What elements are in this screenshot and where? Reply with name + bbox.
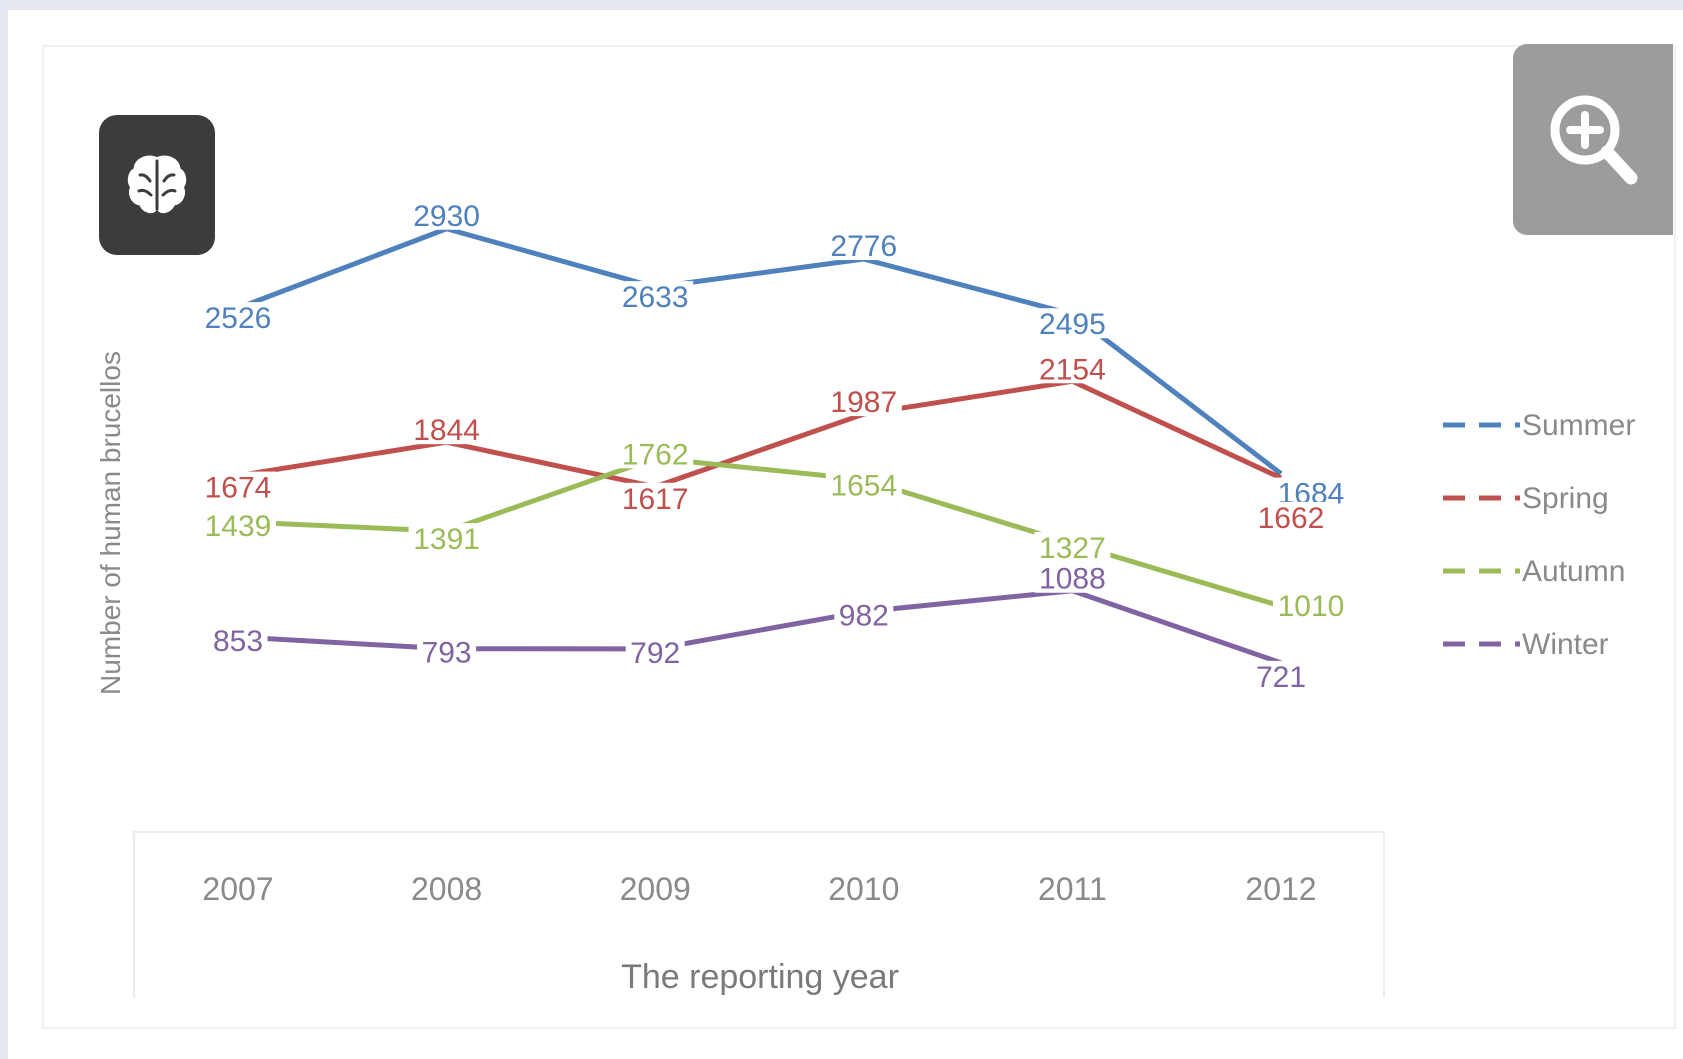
- data-label-bg: [834, 599, 894, 630]
- legend-label-winter: Winter: [1522, 628, 1609, 661]
- data-label-bg: [408, 523, 485, 554]
- legend-label-autumn: Autumn: [1522, 555, 1625, 588]
- data-label-bg: [1034, 562, 1111, 593]
- data-label-bg: [1251, 660, 1311, 691]
- x-tick-2007: 2007: [202, 871, 273, 907]
- legend-label-spring: Spring: [1522, 482, 1609, 515]
- data-label-bg: [617, 438, 694, 469]
- data-label-bg: [825, 386, 902, 417]
- data-label-winter-2011: 1088: [1039, 563, 1106, 596]
- zoom-button[interactable]: [1513, 44, 1673, 235]
- brain-button[interactable]: [99, 115, 215, 255]
- x-axis-label: The reporting year: [621, 958, 899, 996]
- data-label-autumn-2011: 1327: [1039, 532, 1106, 565]
- data-label-spring-2012: 1662: [1258, 502, 1325, 535]
- series-lines: [237, 226, 1283, 666]
- data-label-summer-2008: 2930: [413, 200, 480, 233]
- data-label-bg: [1034, 531, 1111, 562]
- data-label-bg: [625, 636, 685, 667]
- zoom-in-icon: [1550, 95, 1638, 184]
- legend-label-summer: Summer: [1522, 409, 1635, 442]
- x-axis-box-outline: [133, 831, 1385, 998]
- data-label-spring-2008: 1844: [413, 414, 480, 447]
- series-line-autumn: [237, 455, 1282, 609]
- x-tick-labels: 2007 2008 2009 2010 2011 2012: [202, 871, 1316, 907]
- data-label-autumn-2010: 1654: [830, 470, 897, 503]
- data-label-winter-2012: 721: [1256, 661, 1306, 694]
- data-label-bg: [1253, 501, 1329, 532]
- x-axis-panel: [133, 831, 1385, 998]
- data-label-bg: [200, 509, 276, 540]
- series-line-summer: [237, 226, 1283, 476]
- data-label-bg: [617, 281, 694, 312]
- data-label-winter-2009: 792: [630, 637, 680, 670]
- data-labels: 2526293026332776249516841674184416171987…: [200, 199, 1349, 694]
- series-line-spring: [237, 378, 1283, 490]
- data-label-bg: [200, 471, 276, 502]
- figure-card: [42, 45, 1676, 1029]
- x-tick-2011: 2011: [1038, 871, 1107, 907]
- data-label-spring-2009: 1617: [622, 483, 689, 516]
- data-label-bg: [1034, 308, 1111, 339]
- x-tick-2012: 2012: [1245, 871, 1316, 907]
- data-label-autumn-2008: 1391: [413, 523, 480, 556]
- data-label-bg: [417, 636, 477, 667]
- data-label-summer-2007: 2526: [205, 302, 272, 335]
- data-label-bg: [1034, 353, 1111, 384]
- data-label-bg: [200, 302, 276, 333]
- data-label-summer-2010: 2776: [830, 230, 897, 263]
- data-label-autumn-2012: 1010: [1278, 590, 1345, 623]
- data-label-summer-2009: 2633: [622, 281, 689, 314]
- data-label-spring-2011: 2154: [1039, 353, 1106, 386]
- data-label-winter-2010: 982: [839, 600, 889, 633]
- brain-icon: [127, 155, 187, 214]
- y-axis-label: Number of human brucellos: [95, 351, 126, 695]
- data-label-autumn-2009: 1762: [622, 438, 689, 471]
- data-label-bg: [408, 414, 485, 445]
- data-label-winter-2007: 853: [213, 625, 263, 658]
- data-label-bg: [1273, 590, 1349, 621]
- data-label-spring-2010: 1987: [830, 386, 897, 419]
- x-tick-2008: 2008: [411, 871, 482, 907]
- legend: Summer Spring Autumn Winter: [1443, 409, 1635, 661]
- data-label-bg: [408, 199, 485, 230]
- data-label-bg: [617, 482, 694, 513]
- data-label-bg: [208, 624, 268, 655]
- data-label-summer-2011: 2495: [1039, 308, 1106, 341]
- data-label-winter-2008: 793: [422, 637, 472, 670]
- series-line-winter: [237, 588, 1282, 666]
- data-label-bg: [825, 230, 902, 261]
- data-label-autumn-2007: 1439: [205, 510, 272, 543]
- x-tick-2010: 2010: [828, 871, 899, 907]
- data-label-bg: [825, 469, 902, 500]
- x-tick-2009: 2009: [620, 871, 691, 907]
- data-label-spring-2007: 1674: [205, 472, 272, 505]
